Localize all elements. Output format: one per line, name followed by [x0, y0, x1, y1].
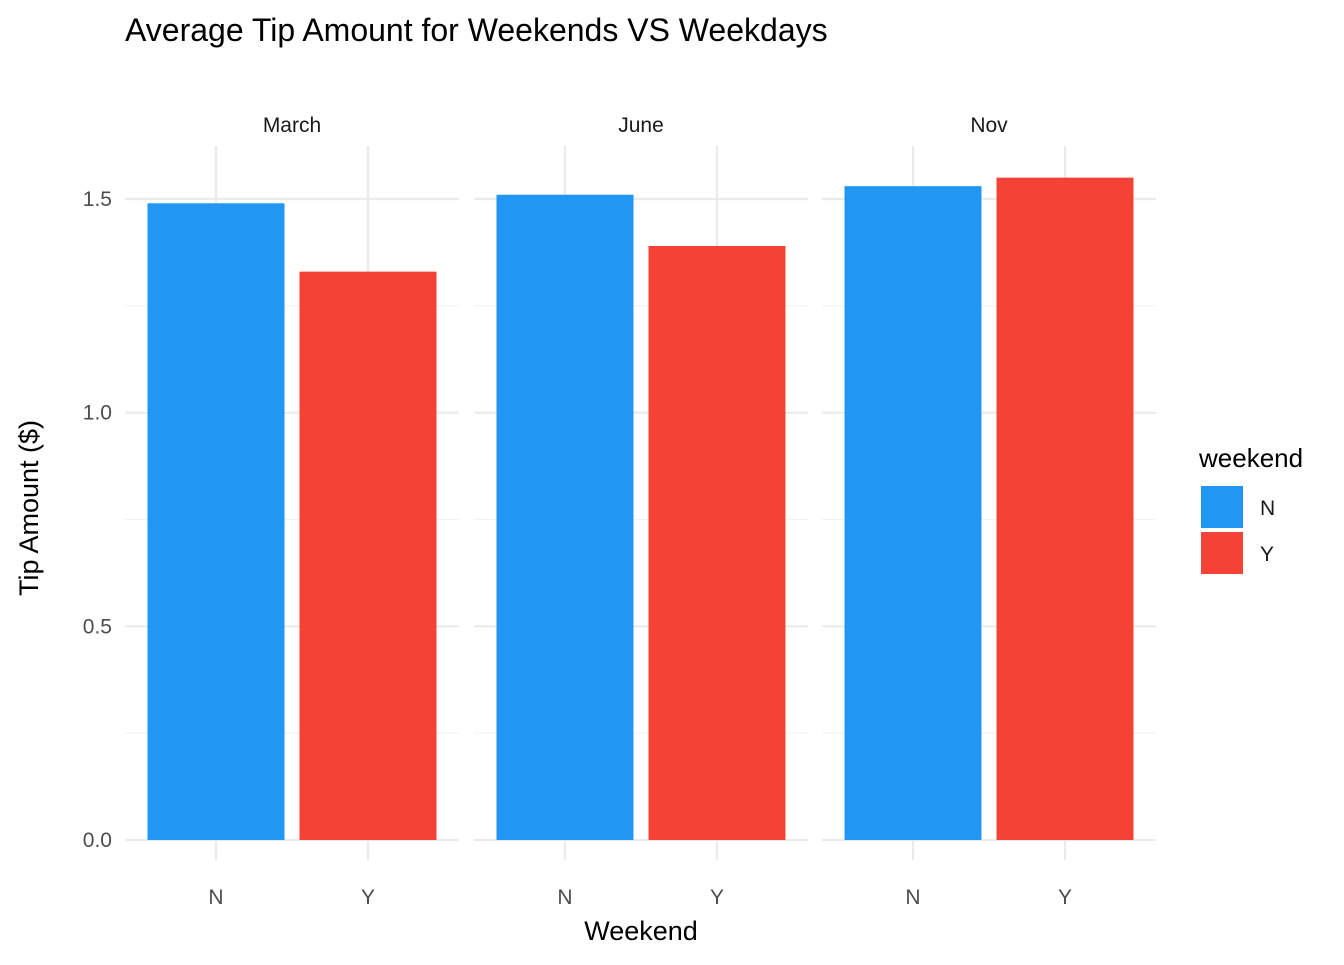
chart-title: Average Tip Amount for Weekends VS Weekd… [125, 12, 828, 48]
legend-label-y: Y [1260, 543, 1274, 566]
bar-nov-y [996, 177, 1134, 841]
legend-label-n: N [1260, 497, 1275, 520]
bar-march-y [299, 271, 437, 840]
facet-panel-june: June N Y [474, 114, 808, 909]
legend-key-y [1201, 532, 1243, 574]
x-tick-label: N [557, 886, 572, 909]
x-tick-label: N [208, 886, 223, 909]
facet-label: March [263, 114, 321, 137]
x-tick-label: Y [710, 886, 724, 909]
legend: weekend NY [1198, 443, 1303, 574]
x-tick-label: Y [1058, 886, 1072, 909]
y-tick-label: 1.0 [83, 402, 112, 425]
bar-june-n [496, 194, 634, 840]
facet-panels: March N Y June N Y Nov N Y [125, 114, 1156, 909]
x-tick-label: N [905, 886, 920, 909]
legend-key-n [1201, 486, 1243, 528]
bar-march-n [147, 203, 285, 841]
y-axis-title: Tip Amount ($) [14, 420, 44, 596]
facet-panel-march: March N Y [125, 114, 459, 909]
y-axis: 0.0 0.5 1.0 1.5 [83, 188, 112, 852]
legend-title: weekend [1198, 443, 1303, 473]
y-tick-label: 1.5 [83, 188, 112, 211]
bar-june-y [648, 246, 786, 841]
y-tick-label: 0.0 [83, 829, 112, 852]
x-tick-label: Y [361, 886, 375, 909]
x-axis-title: Weekend [584, 916, 698, 946]
facet-label: June [618, 114, 664, 137]
facet-panel-nov: Nov N Y [822, 114, 1156, 909]
bar-nov-n [844, 186, 982, 840]
y-tick-label: 0.5 [83, 615, 112, 638]
facet-label: Nov [970, 114, 1008, 137]
